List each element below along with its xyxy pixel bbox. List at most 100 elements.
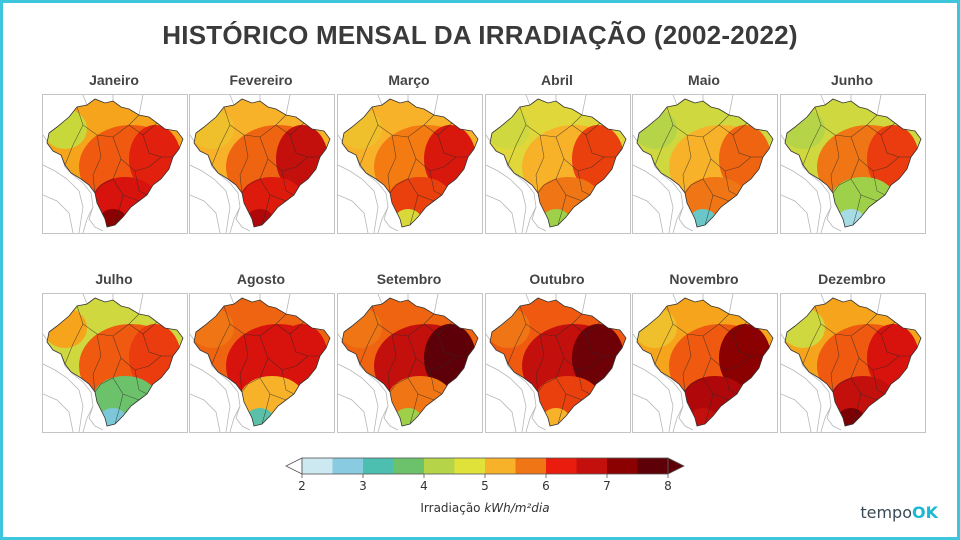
country-border	[486, 164, 527, 233]
irradiance-zone	[47, 308, 87, 348]
state-border	[92, 134, 102, 194]
state-border	[684, 377, 704, 393]
country-border	[728, 95, 734, 116]
month-label: Abril	[541, 72, 573, 88]
irradiance-zone	[785, 308, 825, 348]
state-border	[259, 357, 287, 401]
month-label: Setembro	[376, 271, 442, 287]
state-border	[704, 393, 714, 425]
irradiance-zone	[490, 109, 530, 149]
state-border	[704, 194, 714, 226]
irradiance-zone	[542, 209, 570, 227]
country-border	[781, 393, 812, 432]
brazil-outline	[636, 98, 774, 228]
state-border	[407, 335, 468, 371]
color-legend: 2 3 4 5 6 7 8 Irradiação kWh/m²dia	[280, 455, 690, 525]
state-border	[880, 333, 900, 357]
month-map	[780, 293, 926, 433]
legend-tick-label: 2	[298, 479, 306, 493]
legend-tick-label: 4	[420, 479, 428, 493]
country-border	[486, 363, 527, 432]
country-border	[672, 95, 678, 106]
month-label: Julho	[95, 271, 133, 287]
state-border	[371, 106, 435, 138]
state-border	[64, 323, 84, 365]
country-border	[633, 393, 664, 432]
country-border	[820, 294, 826, 305]
state-border	[702, 357, 730, 401]
state-border	[64, 124, 84, 166]
state-border	[702, 335, 763, 371]
state-border	[112, 136, 173, 172]
country-border	[82, 294, 88, 305]
brazil-irradiance-map	[486, 294, 627, 432]
state-border	[682, 333, 692, 393]
legend-tick-label: 5	[481, 479, 489, 493]
legend-swatch	[363, 458, 394, 474]
state-border	[112, 357, 140, 401]
month-map	[632, 94, 778, 234]
legend-title: Irradiação kWh/m²dia	[280, 501, 690, 515]
irradiance-zone	[785, 109, 825, 149]
country-border	[190, 393, 221, 432]
state-border	[724, 369, 738, 395]
legend-swatch	[607, 458, 638, 474]
country-border	[486, 194, 517, 233]
state-border	[802, 323, 822, 365]
state-border	[437, 134, 457, 158]
irradiance-zone	[246, 209, 274, 227]
irradiance-zone	[542, 408, 570, 426]
irradiance-zone	[637, 109, 677, 149]
state-border	[557, 194, 567, 226]
month-map	[485, 293, 631, 433]
legend-swatch	[546, 458, 577, 474]
month-map	[337, 293, 483, 433]
state-border	[142, 134, 162, 158]
legend-swatch	[424, 458, 455, 474]
state-border	[211, 323, 231, 365]
state-border	[407, 357, 435, 401]
state-border	[732, 134, 752, 158]
state-border	[359, 323, 379, 365]
state-border	[359, 124, 379, 166]
state-border	[537, 377, 557, 393]
state-border	[134, 170, 148, 196]
country-border	[43, 164, 84, 233]
country-border	[876, 95, 882, 116]
state-border	[814, 305, 878, 337]
state-border	[830, 333, 840, 393]
state-border	[211, 124, 231, 166]
state-border	[387, 134, 397, 194]
irradiance-zone	[394, 408, 422, 426]
month-label: Outubro	[529, 271, 585, 287]
country-border	[285, 294, 291, 315]
month-map	[189, 293, 335, 433]
state-border	[832, 178, 852, 194]
state-border	[519, 106, 583, 138]
state-border	[537, 178, 557, 194]
state-border	[387, 333, 397, 393]
country-border	[781, 164, 822, 233]
brand-logo: tempoOK	[860, 503, 938, 522]
state-border	[850, 357, 878, 401]
state-border	[832, 377, 852, 393]
country-border	[377, 95, 383, 106]
country-border	[531, 405, 547, 431]
state-border	[76, 305, 140, 337]
brazil-outline	[46, 98, 184, 228]
irradiance-zone	[47, 109, 87, 149]
country-border	[826, 405, 842, 431]
country-border	[190, 164, 231, 233]
state-border	[261, 393, 271, 425]
brazil-irradiance-map	[486, 95, 627, 233]
state-border	[94, 178, 114, 194]
legend-label: Irradiação	[420, 501, 485, 515]
state-border	[429, 369, 443, 395]
month-label: Maio	[688, 72, 720, 88]
irradiance-zone	[99, 209, 127, 227]
state-border	[281, 369, 295, 395]
country-border	[338, 393, 369, 432]
state-border	[281, 170, 295, 196]
state-border	[134, 369, 148, 395]
state-border	[732, 333, 752, 357]
